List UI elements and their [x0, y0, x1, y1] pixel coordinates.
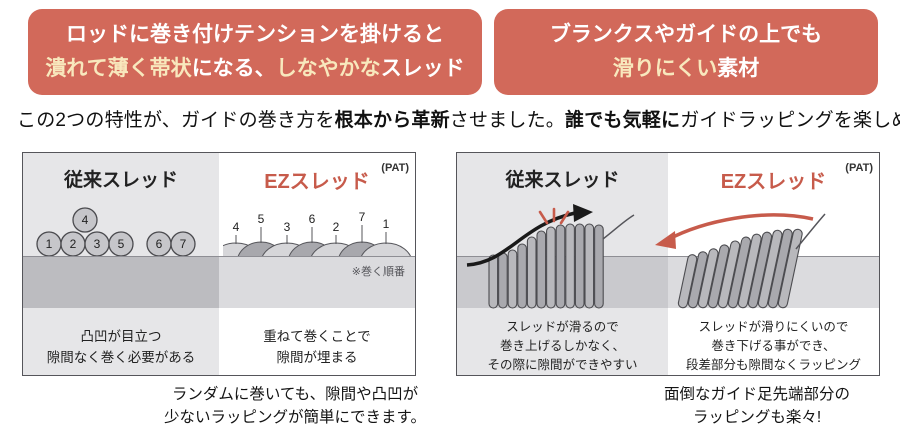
bump-label: 3 — [284, 220, 291, 234]
circle-label: 2 — [70, 237, 77, 251]
circle-label: 6 — [156, 237, 163, 251]
bump-label: 4 — [233, 220, 240, 234]
panel1-caption-conventional: 凸凹が目立つ 隙間なく巻く必要がある — [46, 329, 196, 365]
panel1-pat-label: (PAT) — [381, 162, 409, 174]
panel-slip-comparison: 従来スレッド EZスレッド (PAT) スレッドが滑るので 巻き上げるしかなく、… — [456, 152, 880, 376]
circle-label: 3 — [94, 237, 101, 251]
slip-up-arrowhead — [573, 204, 593, 222]
bump-label: 1 — [383, 217, 390, 231]
circle-label: 7 — [180, 237, 187, 251]
panel1-title-conventional: 従来スレッド — [63, 170, 178, 191]
thread-tail-line — [602, 214, 635, 240]
grip-down-arrowhead — [655, 231, 676, 249]
grip-down-arrow-icon — [666, 213, 814, 242]
circle-label: 5 — [118, 237, 125, 251]
ez-coil-illustration — [655, 213, 826, 309]
banner2-line1: ブランクスやガイドの上でも — [549, 23, 823, 47]
conventional-thread-circles-icon: 1 2 3 5 6 7 4 — [36, 207, 196, 256]
bump-label: 5 — [258, 212, 265, 226]
panel1-rod-band — [23, 256, 415, 308]
panel1-title-ez: EZスレッド — [264, 171, 370, 193]
panel2-caption-conventional: スレッドが滑るので 巻き上げるしかなく、 その際に隙間ができやすい — [487, 320, 638, 372]
panel2-title-ez: EZスレッド — [720, 171, 827, 193]
footnote-guide-foot: 面倒なガイド足先端部分の ラッピングも楽々! — [663, 386, 850, 427]
thread-tail-line — [795, 213, 826, 250]
panel2-title-conventional: 従来スレッド — [505, 170, 620, 191]
footnote-random-wrap: ランダムに巻いても、隙間や凸凹が 少ないラッピングが簡単にできます。 — [164, 386, 426, 427]
panel2-pat-label: (PAT) — [845, 162, 873, 174]
bump-label: 7 — [359, 211, 366, 224]
friction-spark-icon — [538, 207, 570, 225]
feature-banner-flatten: ロッドに巻き付けテンションを掛けると 潰れて薄く帯状になる、しなやかなスレッド — [28, 9, 482, 95]
conventional-coil-illustration — [466, 204, 635, 309]
winding-order-note: ※巻く順番 — [351, 266, 405, 278]
banner1-line2: 潰れて薄く帯状になる、しなやかなスレッド — [45, 57, 465, 80]
bump-label: 2 — [333, 220, 340, 234]
ez-thread-bumps-icon: 4 5 3 6 2 7 1 — [223, 211, 411, 256]
banner1-line1: ロッドに巻き付けテンションを掛けると — [66, 23, 444, 47]
panel2-caption-ez: スレッドが滑りにくいので 巻き下げる事ができ、 段差部分も隙間なくラッピング — [685, 320, 861, 372]
circle-label: 4 — [82, 213, 89, 227]
slip-up-arrow-icon — [466, 211, 576, 267]
tagline: この2つの特性が、ガイドの巻き方を根本から革新させました。誰でも気軽にガイドラッ… — [17, 110, 900, 131]
panel-winding-order: 1 2 3 5 6 7 4 — [22, 152, 416, 376]
banner2-line2: 滑りにくい素材 — [612, 57, 760, 80]
feature-banner-grip: ブランクスやガイドの上でも 滑りにくい素材 — [494, 9, 878, 95]
panel1-caption-ez: 重ねて巻くことで 隙間が埋まる — [263, 329, 371, 365]
circle-label: 1 — [46, 237, 53, 251]
bump-label: 6 — [309, 212, 316, 226]
